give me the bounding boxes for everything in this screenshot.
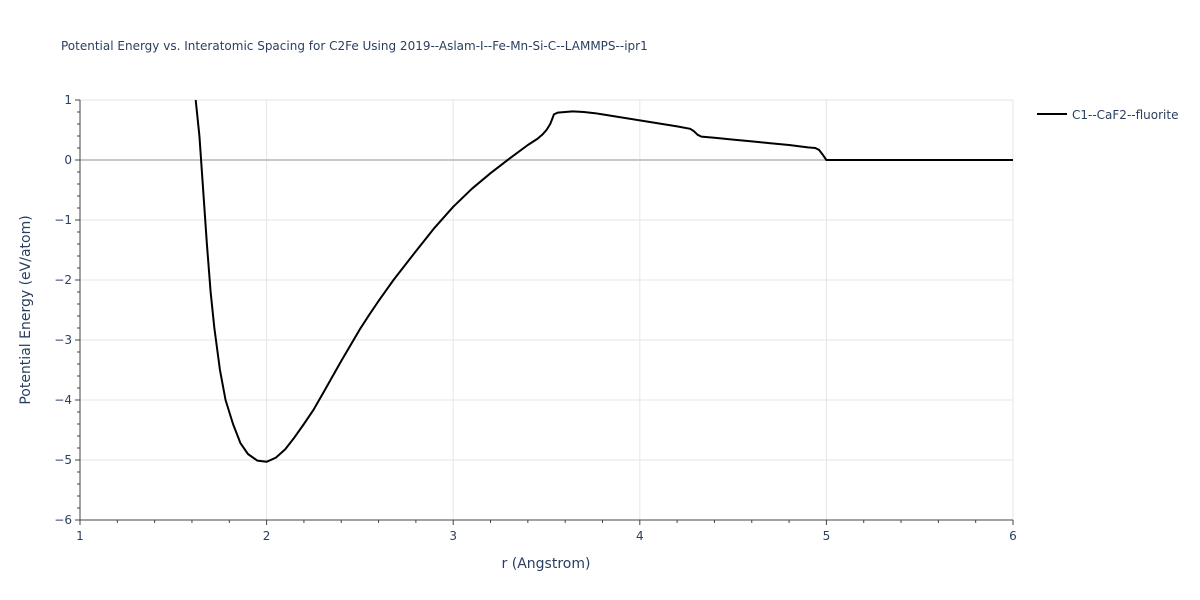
x-tick-label: 5 — [823, 529, 831, 543]
x-axis-title: r (Angstrom) — [502, 556, 591, 572]
y-tick-label: −6 — [54, 513, 72, 527]
series-line[interactable] — [194, 99, 1013, 463]
x-tick-label: 3 — [449, 529, 457, 543]
y-tick-label: −2 — [54, 273, 72, 287]
axes — [75, 99, 1014, 525]
chart-title: Potential Energy vs. Interatomic Spacing… — [61, 39, 648, 53]
legend-label: C1--CaF2--fluorite — [1072, 108, 1178, 122]
y-tick-label: 0 — [64, 153, 72, 167]
grid-lines — [80, 99, 1014, 520]
y-tick-label: −4 — [54, 393, 72, 407]
x-tick-label: 4 — [636, 529, 644, 543]
x-tick-label: 1 — [76, 529, 84, 543]
legend[interactable]: C1--CaF2--fluorite — [1037, 108, 1178, 122]
y-axis-title: Potential Energy (eV/atom) — [18, 215, 34, 404]
y-tick-label: −3 — [54, 333, 72, 347]
y-tick-label: 1 — [64, 93, 72, 107]
y-tick-label: −1 — [54, 213, 72, 227]
x-tick-label: 2 — [263, 529, 271, 543]
y-tick-label: −5 — [54, 453, 72, 467]
series-lines — [194, 99, 1013, 463]
x-tick-label: 6 — [1009, 529, 1017, 543]
tick-labels: 1 2 3 4 5 6 1 0 −1 −2 −3 −4 −5 −6 — [54, 93, 1017, 543]
